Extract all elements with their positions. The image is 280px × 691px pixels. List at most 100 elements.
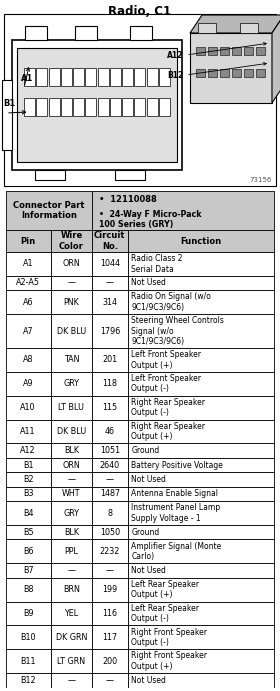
Bar xyxy=(98,68,109,86)
Bar xyxy=(6,486,51,501)
Bar xyxy=(92,348,128,372)
Text: Radio, C1: Radio, C1 xyxy=(108,5,172,18)
Bar xyxy=(198,23,216,33)
Bar xyxy=(244,47,253,55)
Bar xyxy=(122,98,133,116)
Text: 73156: 73156 xyxy=(250,177,272,183)
Bar xyxy=(51,444,92,458)
Bar xyxy=(85,68,96,86)
Text: B8: B8 xyxy=(23,585,33,594)
Text: 199: 199 xyxy=(102,585,117,594)
Text: TAN: TAN xyxy=(64,355,79,364)
Bar xyxy=(240,23,258,33)
Text: Not Used: Not Used xyxy=(131,475,166,484)
Text: B4: B4 xyxy=(23,509,33,518)
Bar xyxy=(51,230,92,252)
Bar xyxy=(256,47,265,55)
Bar xyxy=(190,33,272,103)
Bar xyxy=(128,396,274,419)
Text: •  24-Way F Micro-Pack
100 Series (GRY): • 24-Way F Micro-Pack 100 Series (GRY) xyxy=(99,210,201,229)
Bar xyxy=(92,314,128,348)
Bar xyxy=(92,563,128,578)
Bar xyxy=(6,252,51,276)
Bar xyxy=(36,98,47,116)
Text: A6: A6 xyxy=(23,298,33,307)
Text: —: — xyxy=(67,278,75,287)
Bar xyxy=(92,252,128,276)
Bar xyxy=(6,563,51,578)
Text: A7: A7 xyxy=(23,327,34,336)
Bar xyxy=(51,252,92,276)
Text: Right Front Speaker
Output (+): Right Front Speaker Output (+) xyxy=(131,652,207,671)
Text: GRY: GRY xyxy=(63,379,80,388)
Text: Pin: Pin xyxy=(21,236,36,245)
Text: 1796: 1796 xyxy=(100,327,120,336)
Bar xyxy=(12,40,182,170)
Bar xyxy=(36,68,47,86)
Text: B10: B10 xyxy=(20,633,36,642)
Bar xyxy=(128,501,274,525)
Bar xyxy=(51,501,92,525)
Bar xyxy=(2,80,12,150)
Bar xyxy=(128,650,274,673)
Text: Left Rear Speaker
Output (-): Left Rear Speaker Output (-) xyxy=(131,604,199,623)
Bar xyxy=(92,540,128,563)
Bar xyxy=(128,372,274,396)
Text: —: — xyxy=(106,278,114,287)
Bar xyxy=(92,673,128,688)
Text: •  12110088: • 12110088 xyxy=(99,196,157,205)
Text: 115: 115 xyxy=(102,403,117,412)
Text: B11: B11 xyxy=(20,656,36,665)
Bar xyxy=(24,98,35,116)
Text: 46: 46 xyxy=(105,427,115,436)
Text: ORN: ORN xyxy=(62,460,80,470)
Bar xyxy=(92,625,128,650)
Bar xyxy=(6,472,51,486)
Bar xyxy=(232,69,241,77)
Text: 200: 200 xyxy=(102,656,117,665)
Bar xyxy=(25,26,47,40)
Bar xyxy=(6,419,51,444)
Bar xyxy=(6,525,51,540)
Text: A1: A1 xyxy=(21,74,33,83)
Bar xyxy=(6,372,51,396)
Text: A2-A5: A2-A5 xyxy=(16,278,40,287)
Text: Right Rear Speaker
Output (+): Right Rear Speaker Output (+) xyxy=(131,422,205,441)
Text: —: — xyxy=(106,566,114,575)
Bar xyxy=(196,69,205,77)
Text: Connector Part
Information: Connector Part Information xyxy=(13,201,85,220)
Bar xyxy=(115,170,145,180)
Bar xyxy=(51,525,92,540)
Bar xyxy=(128,348,274,372)
Text: Right Rear Speaker
Output (-): Right Rear Speaker Output (-) xyxy=(131,398,205,417)
Text: 117: 117 xyxy=(102,633,117,642)
Text: B7: B7 xyxy=(23,566,34,575)
Text: BLK: BLK xyxy=(64,528,79,537)
Text: 1050: 1050 xyxy=(100,528,120,537)
Text: ORN: ORN xyxy=(62,259,80,268)
Bar xyxy=(51,372,92,396)
Bar xyxy=(128,540,274,563)
Text: 2232: 2232 xyxy=(100,547,120,556)
Bar xyxy=(128,486,274,501)
Bar xyxy=(92,230,128,252)
Bar xyxy=(128,290,274,314)
Bar xyxy=(51,578,92,602)
Bar xyxy=(208,47,217,55)
Bar xyxy=(92,602,128,625)
Text: Left Front Speaker
Output (-): Left Front Speaker Output (-) xyxy=(131,374,201,393)
Text: —: — xyxy=(67,475,75,484)
Bar xyxy=(6,314,51,348)
Bar xyxy=(51,396,92,419)
Bar xyxy=(24,68,35,86)
Text: Antenna Enable Signal: Antenna Enable Signal xyxy=(131,489,218,498)
Bar xyxy=(128,252,274,276)
Bar xyxy=(6,290,51,314)
Bar xyxy=(51,290,92,314)
Bar xyxy=(6,230,51,252)
Text: Instrument Panel Lamp
Supply Voltage - 1: Instrument Panel Lamp Supply Voltage - 1 xyxy=(131,503,220,523)
Bar xyxy=(6,501,51,525)
Bar xyxy=(128,602,274,625)
Text: BLK: BLK xyxy=(64,446,79,455)
Text: 116: 116 xyxy=(102,609,117,618)
